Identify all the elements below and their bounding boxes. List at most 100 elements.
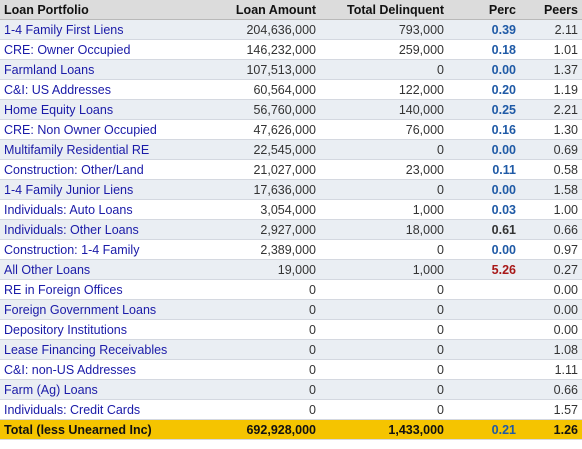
table-body: 1-4 Family First Liens 204,636,000 793,000… bbox=[0, 19, 582, 420]
column-header-loan-portfolio[interactable]: Loan Portfolio bbox=[0, 0, 190, 20]
column-header-perc[interactable]: Perc bbox=[448, 0, 520, 20]
perc-cell: 0.20 bbox=[448, 79, 520, 100]
total-delinquent-cell: 0 bbox=[320, 359, 448, 380]
total-delinquent-cell: 0 bbox=[320, 179, 448, 200]
loan-amount-cell: 0 bbox=[190, 299, 320, 320]
table-row: Home Equity Loans 56,760,000 140,000 0.25 2.… bbox=[0, 99, 582, 120]
table-row: Construction: Other/Land 21,027,000 23,000… bbox=[0, 159, 582, 180]
peers-cell: 1.01 bbox=[520, 39, 582, 60]
loan-category-link[interactable]: CRE: Non Owner Occupied bbox=[0, 119, 190, 140]
loan-category-link[interactable]: Lease Financing Receivables bbox=[0, 339, 190, 360]
loan-category-link[interactable]: Multifamily Residential RE bbox=[0, 139, 190, 160]
loan-amount-cell: 19,000 bbox=[190, 259, 320, 280]
peers-cell: 0.27 bbox=[520, 259, 582, 280]
peers-cell: 1.37 bbox=[520, 59, 582, 80]
peers-cell: 0.97 bbox=[520, 239, 582, 260]
table-row: Individuals: Credit Cards 0 0 1.57 bbox=[0, 399, 582, 420]
loan-amount-cell: 60,564,000 bbox=[190, 79, 320, 100]
loan-category-link[interactable]: 1-4 Family First Liens bbox=[0, 19, 190, 40]
peers-cell: 0.00 bbox=[520, 279, 582, 300]
loan-portfolio-table: Loan Portfolio Loan Amount Total Delinqu… bbox=[0, 0, 582, 440]
table-row: Construction: 1-4 Family 2,389,000 0 0.00 0.… bbox=[0, 239, 582, 260]
loan-amount-cell: 56,760,000 bbox=[190, 99, 320, 120]
loan-amount-cell: 21,027,000 bbox=[190, 159, 320, 180]
loan-category-link[interactable]: CRE: Owner Occupied bbox=[0, 39, 190, 60]
peers-cell: 1.30 bbox=[520, 119, 582, 140]
loan-amount-cell: 0 bbox=[190, 279, 320, 300]
loan-category-link[interactable]: Individuals: Credit Cards bbox=[0, 399, 190, 420]
total-delinquent-cell: 259,000 bbox=[320, 39, 448, 60]
perc-cell: 0.03 bbox=[448, 199, 520, 220]
total-delinquent-cell: 140,000 bbox=[320, 99, 448, 120]
loan-amount-cell: 0 bbox=[190, 339, 320, 360]
total-delinquent-cell: 0 bbox=[320, 319, 448, 340]
table-row: CRE: Non Owner Occupied 47,626,000 76,000 0… bbox=[0, 119, 582, 140]
table-row: RE in Foreign Offices 0 0 0.00 bbox=[0, 279, 582, 300]
table-row: Farmland Loans 107,513,000 0 0.00 1.37 bbox=[0, 59, 582, 80]
total-delinquent-cell: 18,000 bbox=[320, 219, 448, 240]
perc-cell bbox=[448, 279, 520, 300]
peers-cell: 1.00 bbox=[520, 199, 582, 220]
total-perc: 0.21 bbox=[448, 419, 520, 440]
column-header-peers[interactable]: Peers bbox=[520, 0, 582, 20]
loan-category-link[interactable]: Construction: 1-4 Family bbox=[0, 239, 190, 260]
loan-category-link[interactable]: 1-4 Family Junior Liens bbox=[0, 179, 190, 200]
loan-category-link[interactable]: RE in Foreign Offices bbox=[0, 279, 190, 300]
perc-cell: 0.00 bbox=[448, 59, 520, 80]
total-delinquent-cell: 0 bbox=[320, 399, 448, 420]
loan-category-link[interactable]: C&I: non-US Addresses bbox=[0, 359, 190, 380]
table-row: CRE: Owner Occupied 146,232,000 259,000 0.1… bbox=[0, 39, 582, 60]
perc-cell bbox=[448, 359, 520, 380]
peers-cell: 0.00 bbox=[520, 319, 582, 340]
loan-amount-cell: 3,054,000 bbox=[190, 199, 320, 220]
loan-amount-cell: 107,513,000 bbox=[190, 59, 320, 80]
loan-category-link[interactable]: Foreign Government Loans bbox=[0, 299, 190, 320]
total-delinquent-cell: 23,000 bbox=[320, 159, 448, 180]
loan-category-link[interactable]: Depository Institutions bbox=[0, 319, 190, 340]
table-row: Depository Institutions 0 0 0.00 bbox=[0, 319, 582, 340]
table-row: Multifamily Residential RE 22,545,000 0 0.0… bbox=[0, 139, 582, 160]
peers-cell: 0.58 bbox=[520, 159, 582, 180]
loan-amount-cell: 2,389,000 bbox=[190, 239, 320, 260]
peers-cell: 0.69 bbox=[520, 139, 582, 160]
perc-cell: 0.00 bbox=[448, 139, 520, 160]
perc-cell: 0.25 bbox=[448, 99, 520, 120]
loan-amount-cell: 17,636,000 bbox=[190, 179, 320, 200]
loan-category-link[interactable]: Individuals: Auto Loans bbox=[0, 199, 190, 220]
total-peers: 1.26 bbox=[520, 419, 582, 440]
peers-cell: 1.57 bbox=[520, 399, 582, 420]
perc-cell: 0.61 bbox=[448, 219, 520, 240]
table-row: Individuals: Auto Loans 3,054,000 1,000 0.0… bbox=[0, 199, 582, 220]
table-row: Lease Financing Receivables 0 0 1.08 bbox=[0, 339, 582, 360]
table-row: All Other Loans 19,000 1,000 5.26 0.27 bbox=[0, 259, 582, 280]
total-delinquent-cell: 0 bbox=[320, 339, 448, 360]
perc-cell bbox=[448, 379, 520, 400]
loan-category-link[interactable]: Home Equity Loans bbox=[0, 99, 190, 120]
total-loan-amount: 692,928,000 bbox=[190, 419, 320, 440]
table-row: 1-4 Family Junior Liens 17,636,000 0 0.00 1.… bbox=[0, 179, 582, 200]
loan-category-link[interactable]: Farmland Loans bbox=[0, 59, 190, 80]
loan-category-link[interactable]: Construction: Other/Land bbox=[0, 159, 190, 180]
perc-cell bbox=[448, 339, 520, 360]
peers-cell: 2.11 bbox=[520, 19, 582, 40]
peers-cell: 0.00 bbox=[520, 299, 582, 320]
table-row: C&I: non-US Addresses 0 0 1.11 bbox=[0, 359, 582, 380]
perc-cell: 0.11 bbox=[448, 159, 520, 180]
total-delinquent-cell: 1,000 bbox=[320, 259, 448, 280]
table-header-row: Loan Portfolio Loan Amount Total Delinqu… bbox=[0, 0, 582, 20]
table-row: Individuals: Other Loans 2,927,000 18,000 0… bbox=[0, 219, 582, 240]
loan-category-link[interactable]: Farm (Ag) Loans bbox=[0, 379, 190, 400]
loan-amount-cell: 146,232,000 bbox=[190, 39, 320, 60]
loan-category-link[interactable]: C&I: US Addresses bbox=[0, 79, 190, 100]
loan-category-link[interactable]: All Other Loans bbox=[0, 259, 190, 280]
column-header-total-delinquent[interactable]: Total Delinquent bbox=[320, 0, 448, 20]
total-delinquent-cell: 0 bbox=[320, 379, 448, 400]
column-header-loan-amount[interactable]: Loan Amount bbox=[190, 0, 320, 20]
total-delinquent: 1,433,000 bbox=[320, 419, 448, 440]
peers-cell: 1.08 bbox=[520, 339, 582, 360]
perc-cell: 0.00 bbox=[448, 179, 520, 200]
loan-amount-cell: 0 bbox=[190, 399, 320, 420]
total-delinquent-cell: 1,000 bbox=[320, 199, 448, 220]
loan-category-link[interactable]: Individuals: Other Loans bbox=[0, 219, 190, 240]
loan-amount-cell: 47,626,000 bbox=[190, 119, 320, 140]
